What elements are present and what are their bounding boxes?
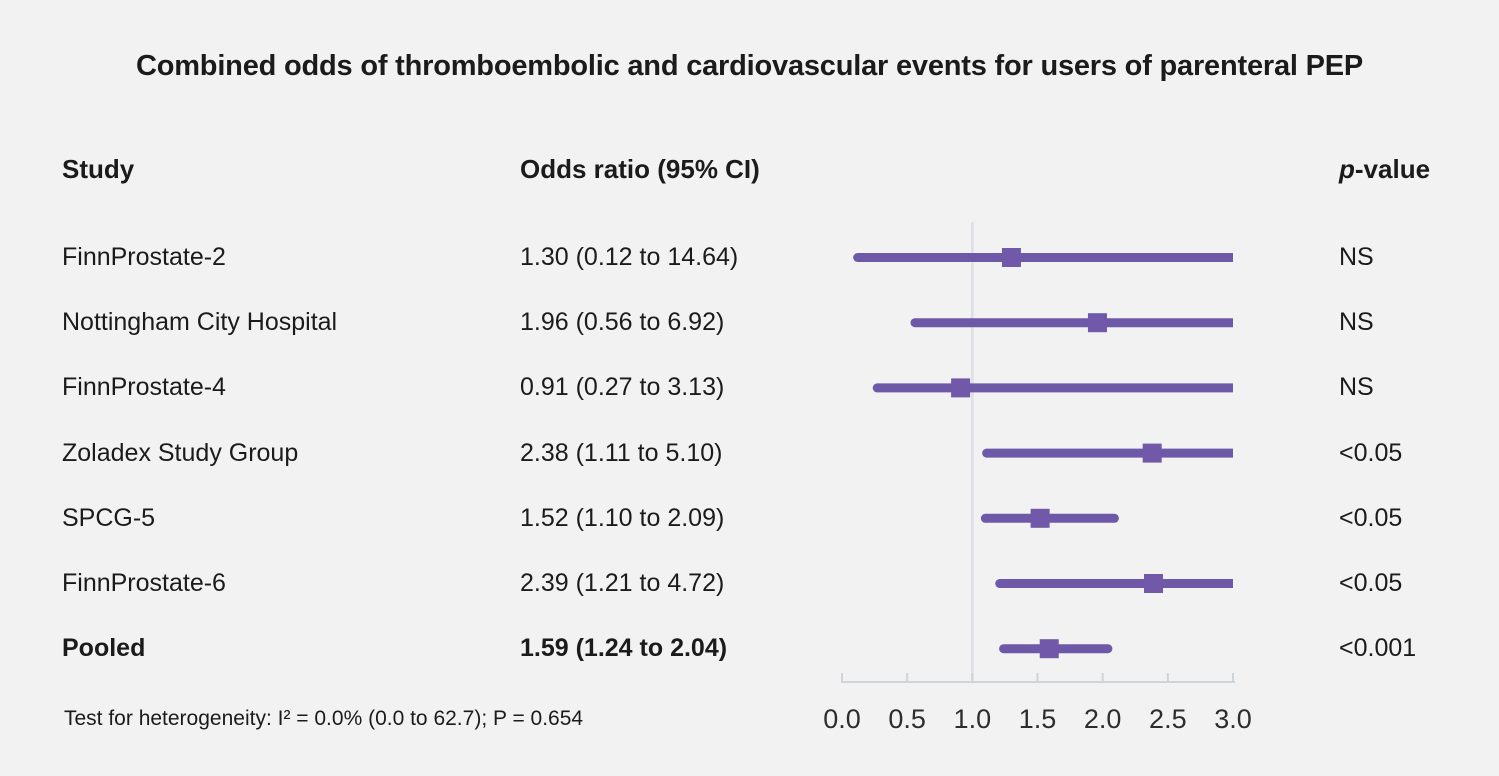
study-name: FinnProstate-2: [62, 243, 226, 271]
x-tick-label: 1.0: [954, 704, 992, 734]
study-name: Zoladex Study Group: [62, 439, 299, 467]
p-value: <0.05: [1339, 439, 1403, 467]
p-value: NS: [1339, 373, 1374, 401]
odds-ratio-value: 0.91 (0.27 to 3.13): [520, 373, 725, 401]
x-tick-label: 1.5: [1019, 704, 1057, 734]
p-value: <0.05: [1339, 504, 1403, 532]
study-name: Pooled: [62, 634, 146, 662]
odds-ratio-value: 2.39 (1.21 to 4.72): [520, 569, 725, 597]
study-name: Nottingham City Hospital: [62, 308, 338, 336]
x-tick-label: 2.5: [1149, 704, 1187, 734]
study-row: FinnProstate-2 1.30 (0.12 to 14.64) NS: [0, 240, 1499, 274]
odds-ratio-value: 1.30 (0.12 to 14.64): [520, 243, 739, 271]
study-row: Nottingham City Hospital 1.96 (0.56 to 6…: [0, 305, 1499, 339]
study-name: FinnProstate-4: [62, 373, 226, 401]
heterogeneity-note: Test for heterogeneity: I² = 0.0% (0.0 t…: [64, 707, 584, 730]
x-tick-label: 0.5: [888, 704, 926, 734]
odds-ratio-value: 1.59 (1.24 to 2.04): [520, 634, 728, 662]
column-header-study: Study: [62, 154, 135, 184]
p-value-header-suffix: -value: [1354, 154, 1431, 184]
column-header-p-value: p-value: [1339, 152, 1430, 186]
x-tick-label: 0.0: [823, 704, 861, 734]
study-row: Zoladex Study Group 2.38 (1.11 to 5.10) …: [0, 436, 1499, 470]
odds-ratio-value: 2.38 (1.11 to 5.10): [520, 439, 723, 467]
study-name: SPCG-5: [62, 504, 156, 532]
study-name: FinnProstate-6: [62, 569, 226, 597]
odds-ratio-value: 1.52 (1.10 to 2.09): [520, 504, 725, 532]
p-value: <0.001: [1339, 634, 1417, 662]
study-row-pooled: Pooled 1.59 (1.24 to 2.04) <0.001: [0, 631, 1499, 665]
x-tick-label: 3.0: [1214, 704, 1252, 734]
p-value-header-italic-p: p: [1339, 154, 1355, 184]
p-value: NS: [1339, 308, 1374, 336]
x-tick-label: 2.0: [1084, 704, 1122, 734]
study-row: SPCG-5 1.52 (1.10 to 2.09) <0.05: [0, 501, 1499, 535]
column-header-odds-ratio: Odds ratio (95% CI): [520, 154, 760, 184]
p-value: <0.05: [1339, 569, 1403, 597]
p-value: NS: [1339, 243, 1374, 271]
study-row: FinnProstate-6 2.39 (1.21 to 4.72) <0.05: [0, 566, 1499, 600]
study-row: FinnProstate-4 0.91 (0.27 to 3.13) NS: [0, 370, 1499, 404]
figure-title: Combined odds of thromboembolic and card…: [135, 50, 1364, 82]
odds-ratio-value: 1.96 (0.56 to 6.92): [520, 308, 725, 336]
